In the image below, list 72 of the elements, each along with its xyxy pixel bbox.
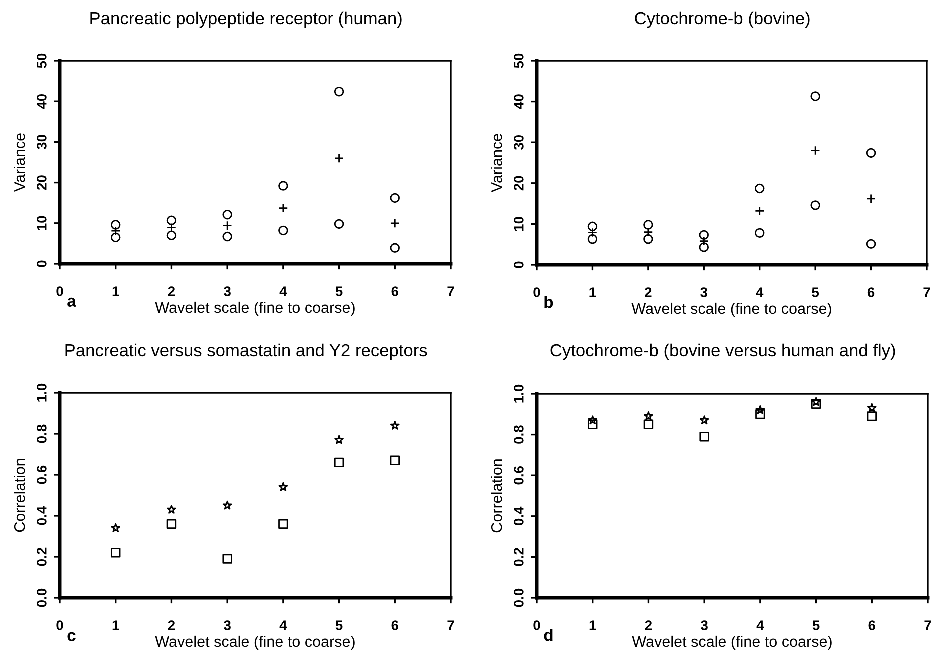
x-tick-label: 5	[812, 288, 820, 298]
y-tick-label: 20	[514, 176, 524, 191]
y-tick-label: 0.2	[37, 548, 47, 566]
x-tick-label: 0	[534, 288, 540, 298]
x-axis-title: Wavelet scale (fine to coarse)	[632, 636, 832, 650]
chart-title: Cytochrome-b (bovine versus human and fly)	[550, 344, 896, 360]
x-tick-label: 6	[868, 288, 875, 298]
y-tick-label: 0	[37, 260, 47, 268]
y-tick-label: 50	[514, 54, 524, 68]
chart-title: Pancreatic versus somastatin and Y2 receptors	[66, 344, 428, 360]
y-tick-label: 0.6	[37, 466, 47, 484]
y-tick-label: 10	[514, 217, 524, 232]
x-tick-label: 7	[448, 620, 454, 630]
x-tick-label: 4	[280, 620, 288, 630]
y-tick-label: 30	[514, 135, 524, 150]
x-tick-label: 6	[868, 620, 876, 630]
x-tick-label: 5	[336, 620, 343, 630]
x-tick-label: 7	[924, 288, 930, 298]
text: c	[68, 632, 76, 642]
y-tick-label: 0.8	[514, 426, 524, 444]
x-axis-title: Wavelet scale (fine to coarse)	[155, 636, 355, 650]
y-tick-label: 20	[37, 176, 47, 190]
y-tick-label: 0.6	[514, 466, 524, 485]
x-tick-label: 2	[645, 288, 652, 298]
x-tick-label: 5	[336, 286, 343, 296]
x-tick-label: 7	[448, 286, 454, 296]
x-tick-label: 7	[924, 620, 932, 630]
y-tick-label: 40	[37, 94, 47, 110]
x-tick-label: 3	[224, 286, 231, 296]
y-axis-title: Variance	[14, 134, 26, 192]
x-tick-label: 3	[700, 288, 708, 298]
y-tick-label: 10	[37, 216, 47, 230]
x-tick-label: 6	[392, 286, 399, 296]
y-tick-label: 0.4	[514, 506, 524, 526]
y-axis-title: Correlation	[14, 459, 26, 532]
y-axis-title: Correlation	[491, 460, 502, 533]
y-tick-label: 1.0	[514, 384, 524, 403]
x-tick-label: 1	[112, 286, 120, 296]
x-tick-label: 4	[756, 288, 764, 298]
x-axis-title: Wavelet scale (fine to coarse)	[155, 302, 355, 316]
y-tick-label: 0.4	[37, 506, 47, 526]
x-axis-title: Wavelet scale (fine to coarse)	[632, 302, 832, 318]
x-tick-label: 1	[112, 620, 120, 630]
y-tick-label: 30	[37, 135, 47, 150]
y-tick-label: 0.0	[37, 588, 47, 608]
x-tick-label: 4	[280, 286, 288, 296]
y-tick-label: 0	[514, 262, 524, 268]
text: d	[544, 628, 553, 642]
y-tick-label: 40	[514, 94, 524, 110]
x-tick-label: 3	[224, 620, 231, 630]
y-tick-label: 0.2	[514, 548, 524, 566]
y-tick-label: 0.0	[514, 588, 524, 608]
x-tick-label: 1	[590, 620, 596, 630]
x-tick-label: 6	[392, 620, 399, 630]
chart-title: Cytochrome-b (bovine)	[635, 12, 810, 28]
x-tick-label: 2	[645, 620, 652, 630]
y-tick-label: 50	[37, 54, 47, 68]
x-tick-label: 2	[168, 620, 176, 630]
chart-title: Pancreatic polypeptide receptor (human)	[90, 12, 402, 28]
x-tick-label: 2	[168, 286, 176, 296]
x-tick-label: 0	[56, 286, 64, 296]
text: a	[68, 298, 76, 308]
x-tick-label: 5	[812, 620, 820, 630]
x-tick-label: 1	[590, 288, 596, 298]
x-tick-label: 0	[534, 620, 540, 630]
x-tick-label: 4	[756, 620, 764, 630]
x-tick-label: 0	[56, 620, 64, 630]
y-tick-label: 1.0	[37, 384, 47, 402]
y-axis-title: Variance	[491, 134, 502, 193]
y-tick-label: 0.8	[37, 424, 47, 444]
x-tick-label: 3	[701, 620, 708, 630]
text: b	[544, 296, 554, 308]
